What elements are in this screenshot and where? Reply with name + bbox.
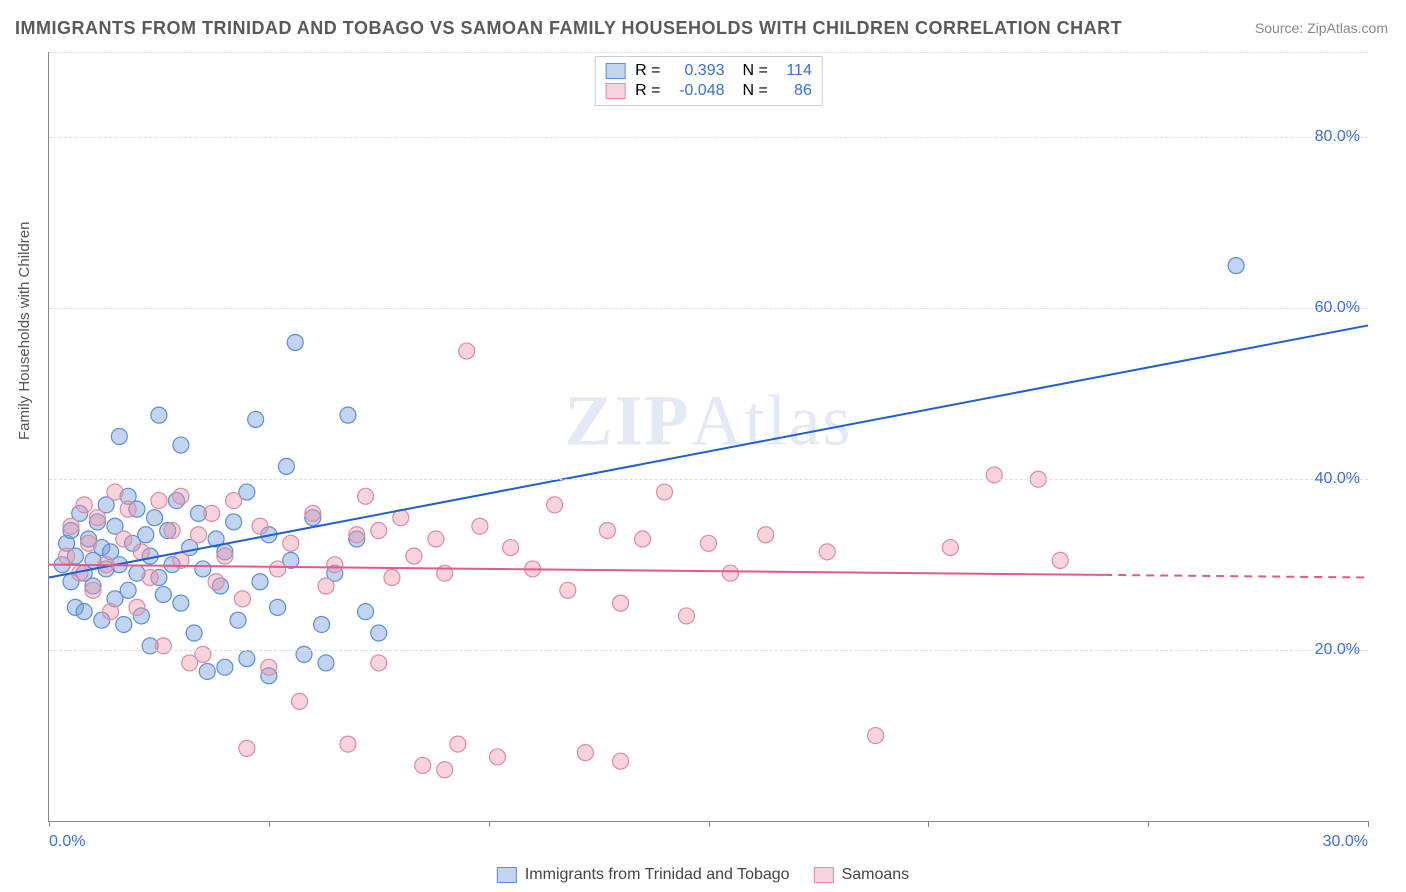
chart-title: IMMIGRANTS FROM TRINIDAD AND TOBAGO VS S… xyxy=(15,18,1122,39)
y-axis-label: Family Households with Children xyxy=(16,222,33,440)
r-label: R = xyxy=(635,82,660,100)
x-tick-label-right: 30.0% xyxy=(1323,833,1368,851)
n-label: N = xyxy=(743,82,768,100)
y-tick-label: 80.0% xyxy=(1315,128,1360,146)
series-legend: Immigrants from Trinidad and Tobago Samo… xyxy=(497,866,909,884)
legend-label: Immigrants from Trinidad and Tobago xyxy=(525,866,790,884)
legend-row-trinidad: R = 0.393 N = 114 xyxy=(605,61,812,81)
swatch-trinidad-icon xyxy=(497,867,517,883)
correlation-legend: R = 0.393 N = 114 R = -0.048 N = 86 xyxy=(594,56,823,106)
n-value: 114 xyxy=(778,62,812,80)
swatch-samoans-icon xyxy=(814,867,834,883)
r-value: 0.393 xyxy=(671,62,725,80)
y-tick-label: 60.0% xyxy=(1315,299,1360,317)
r-value: -0.048 xyxy=(671,82,725,100)
n-label: N = xyxy=(743,62,768,80)
legend-label: Samoans xyxy=(842,866,910,884)
x-tick-label-left: 0.0% xyxy=(49,833,85,851)
source-attribution: Source: ZipAtlas.com xyxy=(1255,20,1388,36)
scatter-svg xyxy=(49,52,1368,821)
r-label: R = xyxy=(635,62,660,80)
y-tick-label: 20.0% xyxy=(1315,641,1360,659)
correlation-chart: IMMIGRANTS FROM TRINIDAD AND TOBAGO VS S… xyxy=(0,0,1406,892)
y-tick-label: 40.0% xyxy=(1315,470,1360,488)
swatch-samoans xyxy=(605,83,625,99)
swatch-trinidad xyxy=(605,63,625,79)
n-value: 86 xyxy=(778,82,812,100)
legend-row-samoans: R = -0.048 N = 86 xyxy=(605,81,812,101)
plot-area: ZIPAtlas R = 0.393 N = 114 R = -0.048 N … xyxy=(48,52,1368,822)
legend-item-samoans: Samoans xyxy=(814,866,910,884)
legend-item-trinidad: Immigrants from Trinidad and Tobago xyxy=(497,866,790,884)
